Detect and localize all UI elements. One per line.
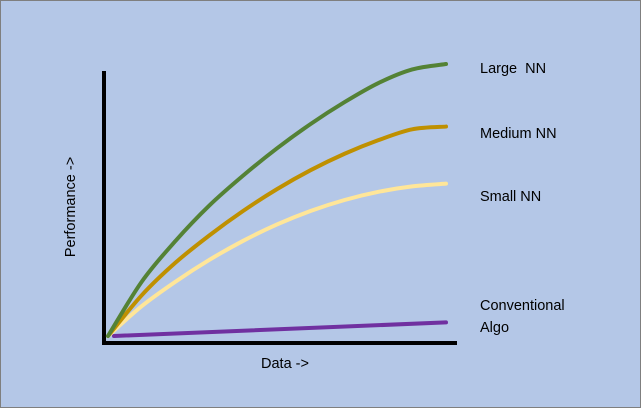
- series-line-medium-nn: [106, 124, 448, 338]
- series-label-conventional-line2: Algo: [480, 320, 509, 336]
- series-line-conventional-algo: [112, 320, 448, 338]
- series-label-small-nn: Small NN: [480, 189, 541, 205]
- series-line-large-nn: [106, 62, 448, 338]
- series-label-conventional-line1: Conventional: [480, 298, 565, 314]
- series-line-small-nn: [106, 181, 448, 338]
- series-label-medium-nn: Medium NN: [480, 126, 557, 142]
- series-group: [106, 62, 448, 338]
- y-axis-label: Performance ->: [63, 157, 79, 257]
- x-axis-label: Data ->: [261, 356, 309, 372]
- series-label-large-nn: Large NN: [480, 61, 546, 77]
